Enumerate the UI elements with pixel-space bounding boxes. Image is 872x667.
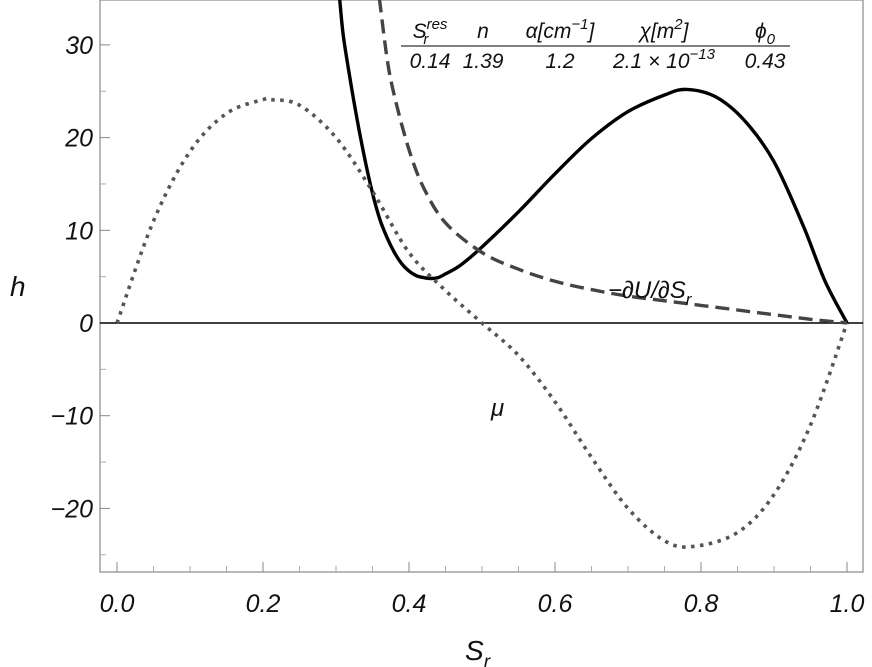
x-axis-title-main: S [465, 635, 484, 666]
x-tick-label: 0.2 [246, 590, 281, 618]
params-table: Sres r n α[cm−1] χ[m2] ϕ0 0.14 1.39 1.2 2.1 × 10−… [401, 16, 790, 73]
x-tick-label: 0.8 [684, 590, 719, 618]
series-layer [115, 0, 849, 549]
dotted-series-line [115, 96, 849, 549]
dashed-series-label: −∂U/∂Sr [608, 277, 693, 309]
param-value: 0.43 [745, 50, 786, 73]
solid-series-line [338, 0, 849, 324]
dashed-series-label-sub: r [686, 290, 693, 309]
y-tick-label: 30 [65, 32, 93, 60]
x-axis-title-sub: r [484, 652, 491, 667]
x-tick-label: 0.0 [100, 590, 135, 618]
y-axis-title: h [10, 271, 26, 302]
dashed-series-line [377, 0, 848, 325]
param-header: α[cm−1] [526, 16, 596, 43]
y-tick-label: 10 [65, 217, 93, 245]
param-value: 2.1 × 10−13 [612, 46, 716, 73]
dashed-series-label-main: −∂U/∂S [608, 277, 686, 304]
plot-frame [99, 0, 864, 573]
y-tick-label: −10 [51, 403, 94, 431]
param-value: 1.2 [545, 50, 575, 73]
param-header: χ[m2] [638, 16, 690, 43]
param-value: 1.39 [463, 50, 504, 73]
x-axis-title: Sr [465, 635, 491, 667]
ticks: 0.0 0.2 0.4 0.6 0.8 1.0 30 20 10 0 −10 −20 [51, 32, 865, 618]
param-header: n [477, 20, 489, 43]
param-header: Sres r [413, 16, 448, 48]
param-value: 0.14 [410, 50, 451, 73]
x-tick-label: 1.0 [830, 590, 865, 618]
y-tick-label: 0 [79, 310, 93, 338]
y-tick-label: 20 [64, 125, 93, 153]
y-tick-label: −20 [51, 495, 94, 523]
x-tick-label: 0.4 [392, 590, 427, 618]
dotted-series-label: μ [490, 395, 504, 422]
x-tick-label: 0.6 [538, 590, 573, 618]
param-header: ϕ0 [755, 20, 776, 48]
